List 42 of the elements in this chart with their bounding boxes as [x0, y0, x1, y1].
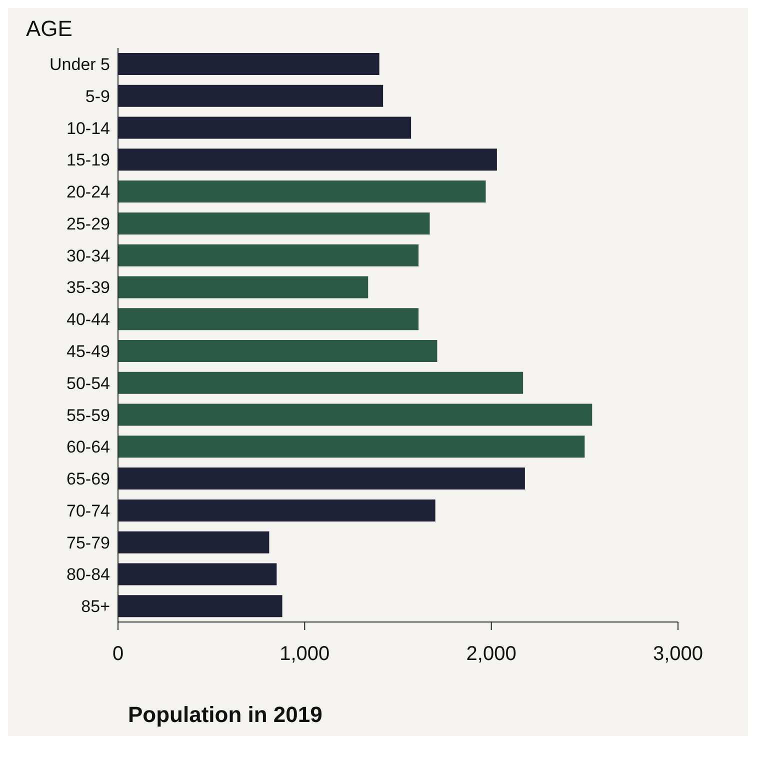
- x-tick-label: 3,000: [652, 643, 704, 666]
- y-tick-label: 10-14: [66, 118, 110, 138]
- y-tick-label: Under 5: [50, 54, 110, 74]
- bar: [118, 595, 282, 618]
- bar: [118, 212, 430, 234]
- bar: [118, 116, 412, 139]
- y-tick-label: 35-39: [66, 278, 110, 298]
- bar: [118, 53, 380, 75]
- y-tick-label: 5-9: [85, 86, 110, 106]
- y-tick-label: 80-84: [66, 565, 110, 584]
- y-tick-label: 55-59: [66, 406, 110, 425]
- y-tick-label: 85+: [81, 597, 110, 616]
- y-tick-label: 50-54: [66, 374, 110, 393]
- bar: [118, 276, 368, 298]
- x-axis-title: Population in 2019: [128, 702, 324, 728]
- bar: [118, 372, 524, 394]
- x-tick-label: 1,000: [280, 643, 330, 666]
- bar: [118, 499, 436, 522]
- y-tick-label: 45-49: [66, 342, 110, 361]
- y-tick-label: 60-64: [66, 438, 110, 457]
- bar: [118, 436, 585, 458]
- y-tick-label: 15-19: [66, 150, 110, 170]
- bar: [118, 563, 277, 586]
- bar: [118, 148, 497, 171]
- y-tick-label: 40-44: [66, 310, 110, 330]
- x-tick-label: 2,000: [466, 643, 516, 666]
- y-axis-title: AGE: [26, 16, 74, 42]
- y-tick-label: 75-79: [66, 533, 110, 552]
- y-tick-label: 25-29: [66, 214, 110, 234]
- bar: [118, 308, 419, 330]
- bar: [118, 404, 592, 426]
- x-tick-label: 0: [112, 643, 124, 666]
- y-tick-label: 30-34: [66, 246, 110, 266]
- y-tick-label: 20-24: [66, 182, 110, 202]
- bar: [118, 531, 270, 554]
- y-tick-label: 65-69: [66, 470, 110, 489]
- bar: [118, 340, 438, 362]
- bar: [118, 84, 384, 107]
- bar: [118, 244, 419, 266]
- bar: [118, 180, 486, 203]
- bar: [118, 468, 525, 490]
- y-tick-label: 70-74: [66, 501, 110, 520]
